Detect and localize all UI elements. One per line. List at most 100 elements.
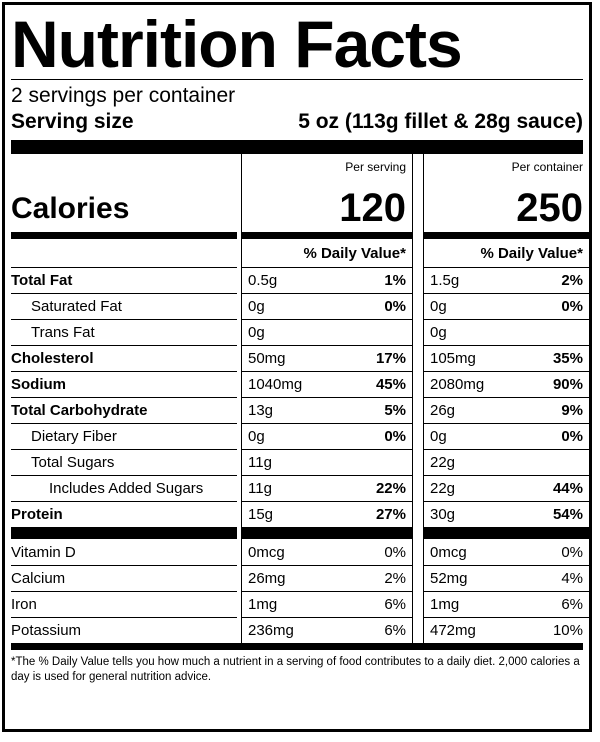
serving-daily-value: 45% bbox=[375, 376, 406, 393]
serving-daily-value: 0% bbox=[384, 428, 406, 445]
serving-amount: 11g bbox=[248, 454, 272, 471]
container-daily-value: 0% bbox=[561, 428, 583, 445]
serving-amount: 13g bbox=[248, 402, 274, 419]
nutrient-row: Protein 15g 27% 30g 54% bbox=[11, 501, 589, 527]
serving-amount: 0.5g bbox=[248, 272, 278, 289]
nutrient-name: Includes Added Sugars bbox=[49, 480, 204, 497]
container-amount: 30g bbox=[430, 506, 456, 523]
container-amount: 2080mg bbox=[430, 376, 485, 393]
serving-size-value: 5 oz (113g fillet & 28g sauce) bbox=[298, 110, 583, 133]
nutrient-name: Iron bbox=[11, 596, 37, 613]
daily-value-header-row: % Daily Value* % Daily Value* bbox=[11, 239, 583, 267]
serving-daily-value: 22% bbox=[375, 480, 406, 497]
nutrient-row: Total Fat 0.5g 1% 1.5g 2% bbox=[11, 267, 589, 293]
nutrient-row: Sodium 1040mg 45% 2080mg 90% bbox=[11, 371, 589, 397]
vitamin-row: Vitamin D 0mcg 0% 0mcg 0% bbox=[11, 539, 583, 565]
nutrient-row: Trans Fat 0g 0g bbox=[11, 319, 589, 345]
serving-amount: 1mg bbox=[248, 596, 278, 613]
container-amount: 0g bbox=[430, 298, 447, 315]
nutrient-name: Dietary Fiber bbox=[31, 428, 117, 445]
nutrient-name: Trans Fat bbox=[31, 324, 95, 341]
serving-amount: 11g bbox=[248, 480, 272, 497]
serving-daily-value: 0% bbox=[384, 543, 406, 561]
serving-amount: 1040mg bbox=[248, 376, 303, 393]
container-amount: 0g bbox=[430, 324, 447, 341]
vitamins-divider bbox=[11, 527, 589, 539]
container-amount: 1mg bbox=[430, 596, 460, 613]
container-daily-value: 4% bbox=[561, 570, 583, 587]
container-daily-value: 9% bbox=[561, 402, 583, 419]
container-amount: 22g bbox=[430, 480, 456, 497]
nutrient-name: Cholesterol bbox=[11, 350, 94, 367]
container-amount: 472mg bbox=[430, 622, 476, 639]
nutrient-name: Sodium bbox=[11, 376, 66, 393]
footnote: *The % Daily Value tells you how much a … bbox=[11, 656, 580, 683]
nutrient-name: Saturated Fat bbox=[31, 298, 122, 315]
nutrient-row: Total Sugars 11g 22g bbox=[11, 449, 589, 475]
container-amount: 26g bbox=[430, 402, 456, 419]
calories-label: Calories bbox=[11, 192, 130, 225]
per-serving-label: Per serving bbox=[345, 160, 406, 174]
nutrient-rows: Total Fat 0.5g 1% 1.5g 2% Saturated Fat 0g 0% 0g… bbox=[11, 267, 589, 527]
serving-size-label: Serving size bbox=[11, 110, 134, 133]
nutrient-name: Vitamin D bbox=[11, 543, 76, 561]
serving-daily-value: 1% bbox=[384, 272, 406, 289]
nutrient-row: Cholesterol 50mg 17% 105mg 35% bbox=[11, 345, 589, 371]
container-daily-value: 0% bbox=[561, 298, 583, 315]
container-amount: 52mg bbox=[430, 570, 468, 587]
container-daily-value: 54% bbox=[552, 506, 583, 523]
container-daily-value: 2% bbox=[561, 272, 583, 289]
vitamin-row: Iron 1mg 6% 1mg 6% bbox=[11, 591, 589, 617]
serving-amount: 0g bbox=[248, 298, 265, 315]
serving-daily-value: 6% bbox=[384, 622, 406, 639]
container-amount: 1.5g bbox=[430, 272, 460, 289]
nutrient-row: Includes Added Sugars 11g 22% 22g 44% bbox=[11, 475, 589, 501]
nutrient-name: Total Carbohydrate bbox=[11, 402, 148, 419]
serving-amount: 0g bbox=[248, 324, 265, 341]
per-container-label: Per container bbox=[511, 160, 583, 174]
nutrient-name: Total Fat bbox=[11, 272, 73, 289]
serving-daily-value: 27% bbox=[375, 506, 406, 523]
serving-amount: 236mg bbox=[248, 622, 294, 639]
nutrient-name: Protein bbox=[11, 506, 63, 523]
nutrient-name: Potassium bbox=[11, 622, 82, 639]
calories-per-container: 250 bbox=[516, 186, 583, 230]
nutrition-facts-label: Nutrition Facts 2 servings per container… bbox=[2, 2, 592, 732]
serving-amount: 26mg bbox=[248, 570, 286, 587]
serving-daily-value: 2% bbox=[384, 570, 406, 587]
container-amount: 22g bbox=[430, 454, 456, 471]
container-amount: 0mcg bbox=[430, 543, 467, 561]
serving-amount: 0g bbox=[248, 428, 265, 445]
nutrient-row: Saturated Fat 0g 0% 0g 0% bbox=[11, 293, 589, 319]
vitamin-rows: Vitamin D 0mcg 0% 0mcg 0% Calcium 26mg 2% 52mg 4%… bbox=[11, 539, 589, 643]
serving-daily-value: 0% bbox=[384, 298, 406, 315]
serving-daily-value: 6% bbox=[384, 596, 406, 613]
serving-amount: 0mcg bbox=[248, 543, 285, 561]
container-daily-value: 10% bbox=[552, 622, 583, 639]
nutrient-name: Calcium bbox=[11, 570, 66, 587]
container-daily-value: 0% bbox=[561, 543, 583, 561]
nutrient-row: Dietary Fiber 0g 0% 0g 0% bbox=[11, 423, 589, 449]
calories-divider bbox=[11, 232, 589, 239]
calories-per-serving: 120 bbox=[339, 186, 406, 230]
thick-divider bbox=[11, 140, 583, 154]
serving-daily-value: 5% bbox=[384, 402, 406, 419]
container-amount: 105mg bbox=[430, 350, 476, 367]
container-daily-value: 35% bbox=[552, 350, 583, 367]
calories-row: Calories Per serving 120 Per container 2… bbox=[11, 154, 583, 232]
nutrient-name: Total Sugars bbox=[31, 454, 115, 471]
vitamin-row: Calcium 26mg 2% 52mg 4% bbox=[11, 565, 589, 591]
dv-header-container: % Daily Value* bbox=[423, 239, 589, 267]
serving-size-row: Serving size 5 oz (113g fillet & 28g sau… bbox=[11, 110, 583, 134]
serving-amount: 50mg bbox=[248, 350, 286, 367]
nutrient-row: Total Carbohydrate 13g 5% 26g 9% bbox=[11, 397, 589, 423]
footnote-divider bbox=[11, 643, 583, 650]
container-amount: 0g bbox=[430, 428, 447, 445]
container-daily-value: 44% bbox=[552, 480, 583, 497]
container-daily-value: 90% bbox=[552, 376, 583, 393]
vitamin-row: Potassium 236mg 6% 472mg 10% bbox=[11, 617, 589, 643]
title-divider bbox=[11, 79, 583, 80]
label-title: Nutrition Facts bbox=[11, 7, 463, 81]
servings-per-container: 2 servings per container bbox=[11, 84, 236, 107]
serving-daily-value: 17% bbox=[375, 350, 406, 367]
